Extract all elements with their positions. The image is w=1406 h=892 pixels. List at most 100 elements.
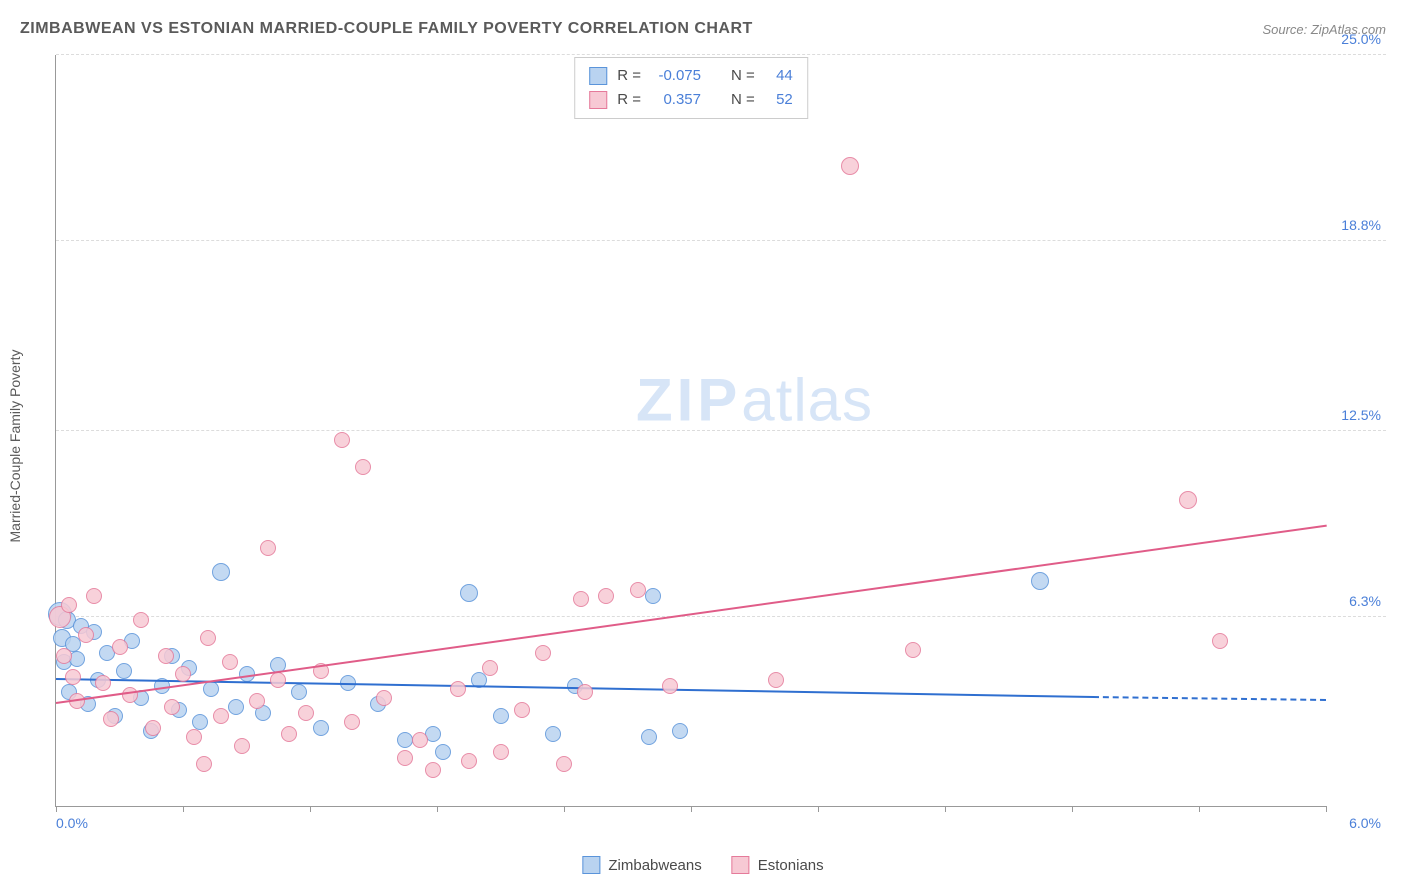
data-point [641,729,657,745]
data-point [175,666,191,682]
r-label: R = [617,64,641,88]
y-tick-label: 6.3% [1349,593,1381,609]
legend-swatch [589,91,607,109]
y-tick-label: 25.0% [1341,31,1381,47]
data-point [158,648,174,664]
stats-row: R =-0.075N =44 [589,64,793,88]
legend-item: Zimbabweans [582,856,701,874]
data-point [186,729,202,745]
data-point [334,432,350,448]
x-tick [1199,806,1200,812]
watermark-light: atlas [741,367,873,434]
data-point [344,714,360,730]
data-point [905,642,921,658]
legend-swatch [589,67,607,85]
data-point [203,681,219,697]
data-point [630,582,646,598]
data-point [95,675,111,691]
data-point [450,681,466,697]
x-axis-max-label: 6.0% [1349,815,1381,831]
data-point [355,459,371,475]
r-value: 0.357 [651,88,701,112]
data-point [841,157,859,175]
stats-row: R = 0.357 N = 52 [589,88,793,112]
x-tick [1072,806,1073,812]
data-point [545,726,561,742]
data-point [249,693,265,709]
legend-label: Zimbabweans [608,857,701,874]
data-point [291,684,307,700]
data-point [435,744,451,760]
data-point [313,720,329,736]
x-tick [310,806,311,812]
data-point [112,639,128,655]
data-point [482,660,498,676]
data-point [645,588,661,604]
data-point [78,627,94,643]
data-point [116,663,132,679]
data-point [556,756,572,772]
data-point [65,669,81,685]
data-point [376,690,392,706]
data-point [1179,491,1197,509]
data-point [577,684,593,700]
r-value: -0.075 [651,64,701,88]
data-point [493,708,509,724]
x-tick [945,806,946,812]
data-point [122,687,138,703]
legend-item: Estonians [732,856,824,874]
data-point [213,708,229,724]
y-tick-label: 18.8% [1341,217,1381,233]
data-point [768,672,784,688]
plot-area: ZIPatlas R =-0.075N =44R =0.357N =52 0.0… [55,55,1326,807]
n-label: N = [731,88,755,112]
legend-label: Estonians [758,857,824,874]
watermark: ZIPatlas [636,366,873,435]
x-tick [56,806,57,812]
y-tick-label: 12.5% [1341,407,1381,423]
data-point [228,699,244,715]
chart-container: Married-Couple Family Poverty ZIPatlas R… [55,55,1386,837]
legend-swatch [582,856,600,874]
x-tick [818,806,819,812]
n-value: 52 [765,88,793,112]
n-value: 44 [765,64,793,88]
data-point [460,584,478,602]
x-axis-min-label: 0.0% [56,815,88,831]
data-point [514,702,530,718]
stats-legend: R = -0.075 N = 44R = 0.357 N = 52 [574,57,808,119]
x-tick [437,806,438,812]
data-point [1212,633,1228,649]
data-point [61,597,77,613]
data-point [103,711,119,727]
legend-swatch [732,856,750,874]
data-point [662,678,678,694]
data-point [192,714,208,730]
data-point [672,723,688,739]
data-point [573,591,589,607]
data-point [493,744,509,760]
data-point [425,762,441,778]
data-point [412,732,428,748]
gridline [56,240,1386,241]
x-tick [1326,806,1327,812]
data-point [298,705,314,721]
data-point [145,720,161,736]
data-point [281,726,297,742]
data-point [397,732,413,748]
gridline [56,616,1386,617]
series-legend: Zimbabweans Estonians [582,856,823,874]
data-point [212,563,230,581]
x-tick [564,806,565,812]
data-point [200,630,216,646]
trend-line-dash [1093,696,1326,701]
data-point [234,738,250,754]
data-point [260,540,276,556]
x-tick [183,806,184,812]
data-point [461,753,477,769]
data-point [1031,572,1049,590]
data-point [270,672,286,688]
trend-line [56,524,1327,703]
x-tick [691,806,692,812]
r-label: R = [617,88,641,112]
